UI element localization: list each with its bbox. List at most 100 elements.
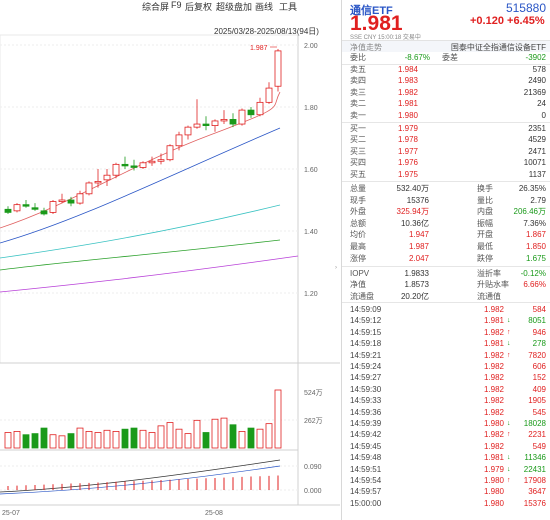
candle-body — [58, 199, 66, 202]
tick-row[interactable]: 14:59:21 1.982 ↑ 7820 — [342, 350, 550, 361]
tick-row[interactable]: 14:59:24 1.982 606 — [342, 361, 550, 372]
tick-time: 14:59:36 — [350, 407, 382, 417]
order-diff-value: -3902 — [525, 53, 546, 62]
tick-row[interactable]: 14:59:09 1.982 584 — [342, 304, 550, 315]
level-label: 买一 — [350, 124, 366, 133]
tick-volume: 152 — [532, 373, 546, 383]
stat-row: 最高 1.987 最低 1.850 — [342, 241, 550, 252]
tick-row[interactable]: 14:59:36 1.982 545 — [342, 407, 550, 418]
volume-bar — [40, 427, 48, 449]
ask-level-3[interactable]: 卖三 1.982 21369 — [342, 88, 550, 99]
stat-value: 206.46万 — [513, 207, 546, 217]
tick-volume: 18028 — [523, 419, 546, 428]
tick-time: 14:59:51 — [350, 464, 382, 474]
toolbar-composite-screen[interactable]: 综合屏 — [142, 2, 170, 12]
toolbar-super-overlay[interactable]: 超级盘加 — [216, 2, 253, 12]
volume-bar — [184, 433, 192, 449]
collapse-panel-tab[interactable]: › — [335, 265, 337, 271]
tick-row[interactable]: 14:59:48 1.981 ↓ 11346 — [342, 452, 550, 463]
candle — [40, 207, 48, 216]
candle — [67, 196, 75, 207]
bid-level-5[interactable]: 买五 1.975 1137 — [342, 170, 550, 181]
ask-level-4[interactable]: 卖二 1.981 24 — [342, 99, 550, 110]
stat-label: 换手 — [477, 184, 493, 193]
candle-body — [49, 201, 57, 213]
candle-body — [229, 119, 237, 125]
volume-bar — [121, 428, 129, 449]
candle — [94, 169, 102, 188]
toolbar-draw-line[interactable]: 画线 — [255, 2, 274, 12]
down-arrow-icon: ↓ — [507, 420, 511, 427]
bid-level-3[interactable]: 买三 1.977 2471 — [342, 147, 550, 158]
level-label: 买三 — [350, 146, 366, 156]
bid-level-1[interactable]: 买一 1.979 2351 — [342, 124, 550, 135]
tick-time: 14:59:09 — [350, 305, 382, 314]
stat-label: 振幅 — [477, 218, 493, 228]
tick-volume: 1905 — [528, 396, 546, 406]
candle — [130, 159, 138, 171]
order-diff-label: 委差 — [442, 53, 458, 62]
toolbar-back-adjusted[interactable]: 后复权 — [185, 2, 213, 12]
candle-body — [121, 163, 129, 167]
tick-row[interactable]: 14:59:33 1.982 1905 — [342, 395, 550, 406]
kline-chart-pane[interactable]: 综合屏 F9 后复权 超级盘加 画线 工具 2025/03/28-2025/08… — [0, 0, 340, 520]
divider — [342, 122, 550, 123]
candle-body — [274, 50, 282, 87]
tick-row[interactable]: 14:59:39 1.980 ↓ 18028 — [342, 418, 550, 429]
y-tick-1-60: 1.60 — [304, 167, 318, 174]
stat-label: 涨停 — [350, 253, 366, 263]
y-tick-1-40: 1.40 — [304, 229, 318, 236]
down-arrow-icon: ↓ — [507, 465, 511, 473]
stat-value: 6.66% — [523, 280, 546, 290]
level-price: 1.978 — [397, 135, 418, 145]
stat-value: -0.12% — [520, 269, 546, 278]
tick-price: 1.982 — [483, 305, 504, 314]
ask-level-2[interactable]: 卖四 1.983 2490 — [342, 76, 550, 87]
candle-body — [202, 123, 210, 127]
tick-volume: 17908 — [523, 476, 546, 485]
bid-level-2[interactable]: 买二 1.978 4529 — [342, 135, 550, 146]
tick-volume: 7820 — [528, 350, 546, 360]
level-price: 1.982 — [397, 87, 418, 97]
ask-level-1[interactable]: 卖五 1.984 578 — [342, 65, 550, 76]
candle-body — [130, 165, 138, 168]
kline-chart[interactable]: 2.00 1.80 1.60 1.40 1.20 524万 262万 0.090… — [0, 0, 340, 520]
stat-value: 1.987 — [408, 242, 429, 251]
candle — [103, 169, 111, 187]
stat-value: 26.35% — [518, 184, 546, 193]
candle — [238, 108, 246, 126]
tick-row[interactable]: 14:59:12 1.981 ↓ 8051 — [342, 315, 550, 326]
tab-nav-trend[interactable]: 净值走势 — [350, 43, 382, 52]
tick-row[interactable]: 14:59:42 1.982 ↑ 2231 — [342, 429, 550, 440]
tick-row[interactable]: 14:59:27 1.982 152 — [342, 372, 550, 383]
toolbar-tools[interactable]: 工具 — [279, 2, 298, 12]
ask-level-5[interactable]: 卖一 1.980 0 — [342, 111, 550, 122]
tick-row[interactable]: 14:59:30 1.982 409 — [342, 384, 550, 395]
tick-time: 14:59:48 — [350, 453, 382, 463]
date-tick-25-08: 25-08 — [205, 510, 223, 517]
tick-volume: 22431 — [523, 464, 546, 474]
tick-volume: 545 — [532, 407, 546, 417]
tick-row[interactable]: 15:00:00 1.980 15376 — [342, 498, 550, 509]
date-tick-25-07: 25-07 — [2, 510, 20, 517]
level-label: 卖三 — [350, 87, 366, 97]
tick-row[interactable]: 14:59:15 1.982 ↑ 946 — [342, 327, 550, 338]
tick-row[interactable]: 14:59:18 1.981 ↓ 278 — [342, 338, 550, 349]
y-tick-1-20: 1.20 — [304, 291, 318, 298]
stat-label: 量比 — [477, 195, 493, 205]
stat-row: 均价 1.947 开盘 1.867 — [342, 229, 550, 240]
tick-row[interactable]: 14:59:54 1.980 ↑ 17908 — [342, 475, 550, 486]
vol-tick-262: 262万 — [304, 417, 323, 425]
candle — [211, 119, 219, 132]
tick-row[interactable]: 14:59:51 1.979 ↓ 22431 — [342, 464, 550, 475]
bid-level-4[interactable]: 买四 1.976 10071 — [342, 158, 550, 169]
order-ratio-value: -8.67% — [404, 53, 430, 62]
stat-row: 现手 15376 量比 2.79 — [342, 195, 550, 206]
toolbar-f9[interactable]: F9 — [171, 0, 182, 10]
candle — [139, 161, 147, 169]
tick-volume: 11346 — [524, 453, 546, 463]
tick-price: 1.981 — [483, 453, 504, 463]
tick-row[interactable]: 14:59:45 1.982 549 — [342, 441, 550, 452]
order-ratio-label: 委比 — [350, 53, 366, 62]
tick-row[interactable]: 14:59:57 1.980 3647 — [342, 486, 550, 497]
